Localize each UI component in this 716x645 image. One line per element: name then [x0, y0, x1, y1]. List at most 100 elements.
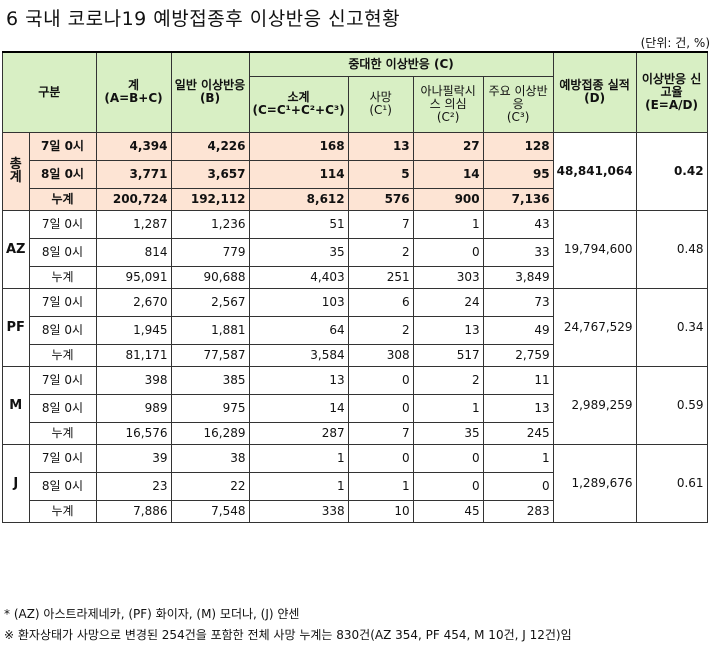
cell-total: 39	[95, 443, 172, 473]
cell-subtotal: 168	[248, 131, 349, 161]
cell-subtotal: 14	[248, 393, 349, 423]
cell-rate: 0.61	[635, 443, 708, 523]
cell-subtotal: 35	[248, 237, 349, 267]
cell-total: 4,394	[95, 131, 172, 161]
header-serious: 중대한 이상반응 (C)	[248, 51, 554, 77]
cell-total: 7,886	[95, 499, 172, 523]
header-division: 구분	[2, 51, 97, 133]
cell-total: 95,091	[95, 265, 172, 289]
cell-general: 7,548	[170, 499, 250, 523]
cell-general: 2,567	[170, 287, 250, 317]
cell-general: 779	[170, 237, 250, 267]
cell-vaccinated: 24,767,529	[552, 287, 637, 367]
cell-anaphylaxis: 0	[412, 471, 484, 501]
table-row: M 7일 0시 398 385 13 0 2 11 2,989,259 0.59	[2, 365, 708, 445]
table-row: 8일 0시 814 779 35 2 0 33	[3, 237, 708, 267]
table-row: 누계 16,576 16,289 287 7 35 245	[3, 421, 708, 445]
cell-general: 38	[170, 443, 250, 473]
cell-vaccinated: 1,289,676	[552, 443, 637, 523]
row-period: 누계	[28, 187, 97, 211]
unit-label: (단위: 건, %)	[640, 36, 710, 50]
header-rate: 이상반응 신고율 (E=A/D)	[635, 51, 708, 133]
cell-major: 49	[482, 315, 554, 345]
adverse-reaction-table: 구분 계 (A=B+C) 일반 이상반응 (B) 중대한 이상반응 (C) 예방접종…	[2, 51, 708, 523]
cell-subtotal: 64	[248, 315, 349, 345]
cell-death: 0	[347, 443, 414, 473]
cell-rate: 0.59	[635, 365, 708, 445]
cell-general: 22	[170, 471, 250, 501]
cell-death: 1	[347, 471, 414, 501]
table-row: PF 7일 0시 2,670 2,567 103 6 24 73 24,767,529 0.34	[2, 287, 708, 367]
cell-anaphylaxis: 45	[412, 499, 484, 523]
header-subtotal: 소계 (C=C¹+C²+C³)	[248, 75, 349, 133]
header-total: 계 (A=B+C)	[95, 51, 172, 133]
table-row: 총계 7일 0시 4,394 4,226 168 13 27 128 48,841,064 0.4…	[2, 131, 708, 211]
cell-rate: 0.48	[635, 209, 708, 289]
cell-death: 2	[347, 237, 414, 267]
cell-death: 13	[347, 131, 414, 161]
group-label: PF	[2, 287, 30, 367]
cell-total: 814	[95, 237, 172, 267]
cell-death: 0	[347, 365, 414, 395]
group-label: 총계	[2, 131, 30, 211]
cell-subtotal: 51	[248, 209, 349, 239]
group-label: M	[2, 365, 30, 445]
row-period: 8일 0시	[28, 237, 97, 267]
cell-total: 81,171	[95, 343, 172, 367]
cell-death: 2	[347, 315, 414, 345]
footnote-deaths: ※ 환자상태가 사망으로 변경된 254건을 포함한 전체 사망 누계는 830…	[4, 628, 572, 642]
cell-anaphylaxis: 27	[412, 131, 484, 161]
cell-general: 3,657	[170, 159, 250, 189]
cell-total: 1,287	[95, 209, 172, 239]
cell-anaphylaxis: 14	[412, 159, 484, 189]
cell-total: 16,576	[95, 421, 172, 445]
cell-total: 2,670	[95, 287, 172, 317]
row-period: 8일 0시	[28, 471, 97, 501]
footnote-vaccines: * (AZ) 아스트라제네카, (PF) 화이자, (M) 모더나, (J) 얀…	[4, 607, 300, 621]
header-death: 사망 (C¹)	[347, 75, 414, 133]
cell-subtotal: 114	[248, 159, 349, 189]
cell-rate: 0.34	[635, 287, 708, 367]
cell-rate: 0.42	[635, 131, 708, 211]
cell-death: 251	[347, 265, 414, 289]
row-period: 7일 0시	[28, 209, 97, 239]
cell-subtotal: 287	[248, 421, 349, 445]
cell-subtotal: 1	[248, 443, 349, 473]
table-row: 누계 7,886 7,548 338 10 45 283	[3, 499, 708, 523]
cell-vaccinated: 48,841,064	[552, 131, 637, 211]
header-anaphylaxis: 아나필락시스 의심 (C²)	[412, 75, 484, 133]
cell-general: 77,587	[170, 343, 250, 367]
table-row: 8일 0시 23 22 1 1 0 0	[3, 471, 708, 501]
cell-subtotal: 338	[248, 499, 349, 523]
cell-death: 10	[347, 499, 414, 523]
row-period: 누계	[28, 343, 97, 367]
cell-anaphylaxis: 1	[412, 209, 484, 239]
cell-general: 16,289	[170, 421, 250, 445]
cell-death: 6	[347, 287, 414, 317]
cell-general: 975	[170, 393, 250, 423]
cell-total: 989	[95, 393, 172, 423]
cell-major: 0	[482, 471, 554, 501]
cell-general: 1,881	[170, 315, 250, 345]
table-row: 누계 200,724 192,112 8,612 576 900 7,136	[3, 187, 708, 211]
cell-general: 90,688	[170, 265, 250, 289]
cell-total: 23	[95, 471, 172, 501]
cell-total: 200,724	[95, 187, 172, 211]
cell-major: 43	[482, 209, 554, 239]
cell-major: 1	[482, 443, 554, 473]
header-general: 일반 이상반응 (B)	[170, 51, 250, 133]
cell-major: 128	[482, 131, 554, 161]
cell-major: 3,849	[482, 265, 554, 289]
cell-major: 7,136	[482, 187, 554, 211]
header-major: 주요 이상반응 (C³)	[482, 75, 554, 133]
cell-general: 4,226	[170, 131, 250, 161]
cell-subtotal: 103	[248, 287, 349, 317]
header-vaccinated: 예방접종 실적(D)	[552, 51, 637, 133]
cell-death: 0	[347, 393, 414, 423]
table-row: 8일 0시 3,771 3,657 114 5 14 95	[3, 159, 708, 189]
cell-death: 7	[347, 421, 414, 445]
table-row: AZ 7일 0시 1,287 1,236 51 7 1 43 19,794,600 0.48	[2, 209, 708, 289]
cell-general: 1,236	[170, 209, 250, 239]
cell-subtotal: 1	[248, 471, 349, 501]
row-period: 7일 0시	[28, 443, 97, 473]
